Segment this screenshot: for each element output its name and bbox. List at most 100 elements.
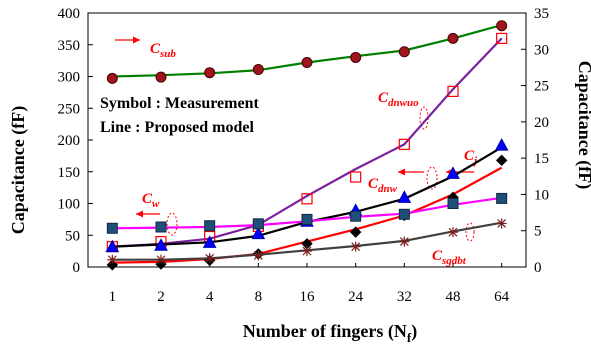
y-right-tick-label: 25 — [534, 79, 549, 95]
series-label-sub-w: w — [152, 198, 160, 210]
series-label-main-sub: C — [150, 41, 161, 57]
x-tick-label: 2 — [157, 289, 165, 305]
series-label-sub-dnwuo: dnwuo — [388, 97, 419, 109]
series-label-main-sgdbt: C — [432, 248, 443, 264]
marker-sgdbt — [399, 236, 410, 247]
marker-j — [349, 226, 362, 238]
series-label-sub-sgdbt: sgdbt — [441, 255, 467, 267]
marker-dnwuo — [447, 85, 459, 97]
marker-sgdbt — [253, 250, 264, 261]
series-label-dnw: Cdnw — [368, 176, 398, 195]
marker-sgdbt — [302, 246, 312, 257]
y-left-tick-label: 400 — [58, 6, 81, 22]
marker-sub — [350, 51, 362, 63]
x-tick-label: 16 — [300, 289, 316, 305]
marker-sgdbt — [496, 218, 507, 229]
y-left-tick-label: 200 — [58, 133, 81, 149]
marker-w — [350, 210, 362, 222]
marker-sgdbt — [156, 254, 166, 265]
marker-dnw — [202, 235, 217, 248]
marker-dnw — [105, 239, 120, 253]
series-label-sub-dnw: dnw — [378, 183, 398, 195]
marker-w — [155, 221, 167, 233]
marker-dnwuo — [496, 32, 508, 45]
series-label-sub-sub: sub — [159, 48, 176, 60]
x-tick-label: 24 — [348, 289, 364, 305]
marker-sub — [106, 72, 118, 84]
y-axis-right-title: Capacitance (fF) — [574, 61, 591, 189]
marker-sgdbt — [107, 254, 118, 265]
marker-dnw — [251, 226, 266, 240]
y-right-tick-label: 15 — [534, 151, 549, 167]
marker-sub — [398, 46, 410, 58]
y-right-tick-label: 0 — [534, 260, 542, 276]
y-right-tick-label: 20 — [534, 115, 549, 131]
y-left-tick-label: 150 — [58, 165, 81, 181]
marker-w — [106, 222, 118, 234]
note-symbol: Symbol : Measurement — [100, 95, 259, 112]
marker-sub — [447, 32, 459, 44]
series-label-sgdbt: Csgdbt — [432, 248, 467, 267]
marker-dnw — [154, 238, 168, 251]
marker-sgdbt — [204, 253, 215, 264]
y-right-tick-label: 35 — [534, 6, 549, 22]
y-left-tick-label: 0 — [73, 260, 81, 276]
axes: 0 50 100 150 200 250 300 350 400 0 5 10 15 20 25 30 35 1 2… — [58, 6, 550, 305]
marker-dnw — [397, 190, 412, 203]
x-tick-label: 1 — [109, 289, 117, 305]
ellipse-w — [166, 212, 178, 236]
series-label-w: Cw — [142, 191, 160, 210]
marker-sgdbt — [350, 241, 361, 252]
series-w — [106, 192, 508, 234]
marker-sub — [301, 57, 313, 69]
x-axis-title: Number of fingers (Nf) — [243, 321, 418, 345]
y-right-tick-label: 10 — [534, 187, 549, 203]
x-tick-label: 32 — [397, 289, 412, 305]
ellipse-dnw — [426, 166, 438, 190]
series-label-main-dnwuo: C — [378, 90, 389, 106]
ellipse-sgdbt — [465, 222, 475, 242]
y-axis-left-title: Capacitance (fF) — [8, 106, 29, 234]
marker-sub — [252, 64, 264, 76]
model-line-dnwuo — [112, 37, 503, 248]
marker-w — [301, 213, 313, 225]
marker-dnwuo — [398, 138, 410, 150]
series-label-j: Cj — [464, 148, 478, 167]
y-left-tick-label: 100 — [58, 197, 81, 213]
x-tick-label: 8 — [255, 289, 263, 305]
marker-w — [252, 218, 264, 230]
marker-w — [447, 198, 459, 209]
marker-w — [398, 208, 410, 220]
marker-w — [204, 220, 216, 232]
y-right-tick-label: 5 — [534, 224, 542, 240]
marker-dnwuo — [350, 171, 362, 183]
series-layer — [105, 20, 509, 271]
x-tick-label: 64 — [494, 289, 510, 305]
series-label-sub-j: j — [472, 155, 478, 167]
y-left-tick-label: 50 — [65, 228, 80, 244]
marker-dnw — [446, 166, 460, 179]
series-label-main-j: C — [464, 148, 475, 164]
y-right-tick-label: 30 — [534, 42, 549, 58]
series-label-main-w: C — [142, 191, 153, 207]
note-line: Line : Proposed model — [100, 119, 254, 136]
x-axis-title-main: Number of fingers (N — [243, 321, 407, 342]
marker-j — [495, 154, 508, 167]
series-sgdbt — [107, 218, 507, 265]
y-left-tick-label: 250 — [58, 101, 81, 117]
series-label-dnwuo: Cdnwuo — [378, 90, 419, 109]
series-label-sub: Csub — [150, 41, 176, 60]
marker-sub — [204, 67, 216, 79]
marker-w — [496, 192, 508, 204]
x-tick-label: 48 — [446, 289, 461, 305]
y-left-tick-label: 350 — [58, 38, 81, 54]
marker-sgdbt — [448, 227, 458, 238]
marker-dnwuo — [301, 193, 313, 205]
x-axis-title-tail: ) — [411, 321, 417, 342]
marker-sub — [155, 71, 167, 83]
x-axis-title-sub: f — [407, 330, 412, 345]
series-sub — [106, 20, 508, 84]
x-tick-label: 4 — [206, 289, 214, 305]
